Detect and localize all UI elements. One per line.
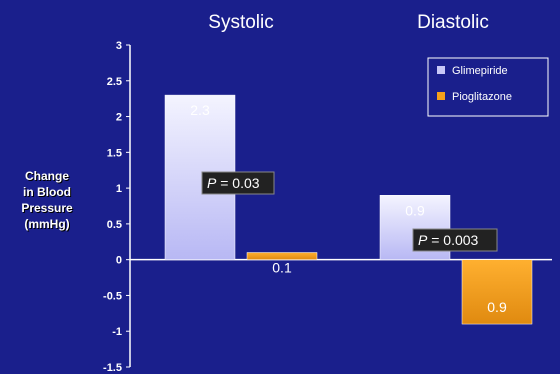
y-tick-label: -1.5: [103, 362, 122, 374]
y-tick-label: -0.5: [103, 290, 122, 302]
category-label: Diastolic: [417, 12, 489, 33]
y-axis-label-line: Change: [24, 169, 69, 183]
legend-label: Glimepiride: [452, 65, 508, 77]
data-label: 0.9: [487, 299, 507, 315]
legend-swatch: [437, 92, 445, 100]
y-tick-label: 1.5: [107, 147, 122, 159]
bar: [461, 259, 533, 325]
legend-swatch: [437, 66, 445, 74]
y-axis-label-line: (mmHg): [24, 217, 70, 231]
data-label: 0.9: [405, 202, 425, 218]
p-value-box: [201, 171, 275, 195]
p-value-annotation: P = 0.003: [418, 232, 479, 248]
y-tick-label: 2.5: [107, 76, 122, 88]
p-value-box: [412, 228, 498, 252]
legend-label: Pioglitazone: [452, 91, 512, 103]
y-tick-label: -1: [112, 326, 122, 338]
y-axis-label-line: Pressure: [21, 201, 73, 215]
p-value-annotation: P = 0.03: [207, 175, 260, 191]
y-tick-label: 1: [116, 183, 122, 195]
data-label: 0.1: [272, 260, 292, 276]
legend-box: [427, 57, 549, 117]
y-tick-label: 2: [116, 112, 122, 124]
y-tick-label: 3: [116, 40, 122, 52]
y-axis-label: Change in Blood Pressure (mmHg): [2, 168, 92, 232]
category-label: Systolic: [208, 12, 273, 33]
y-tick-label: 0: [116, 255, 122, 267]
y-tick-label: 0.5: [107, 219, 122, 231]
y-axis-label-line: in Blood: [23, 185, 71, 199]
data-label: 2.3: [190, 102, 210, 118]
bar: [246, 252, 318, 260]
